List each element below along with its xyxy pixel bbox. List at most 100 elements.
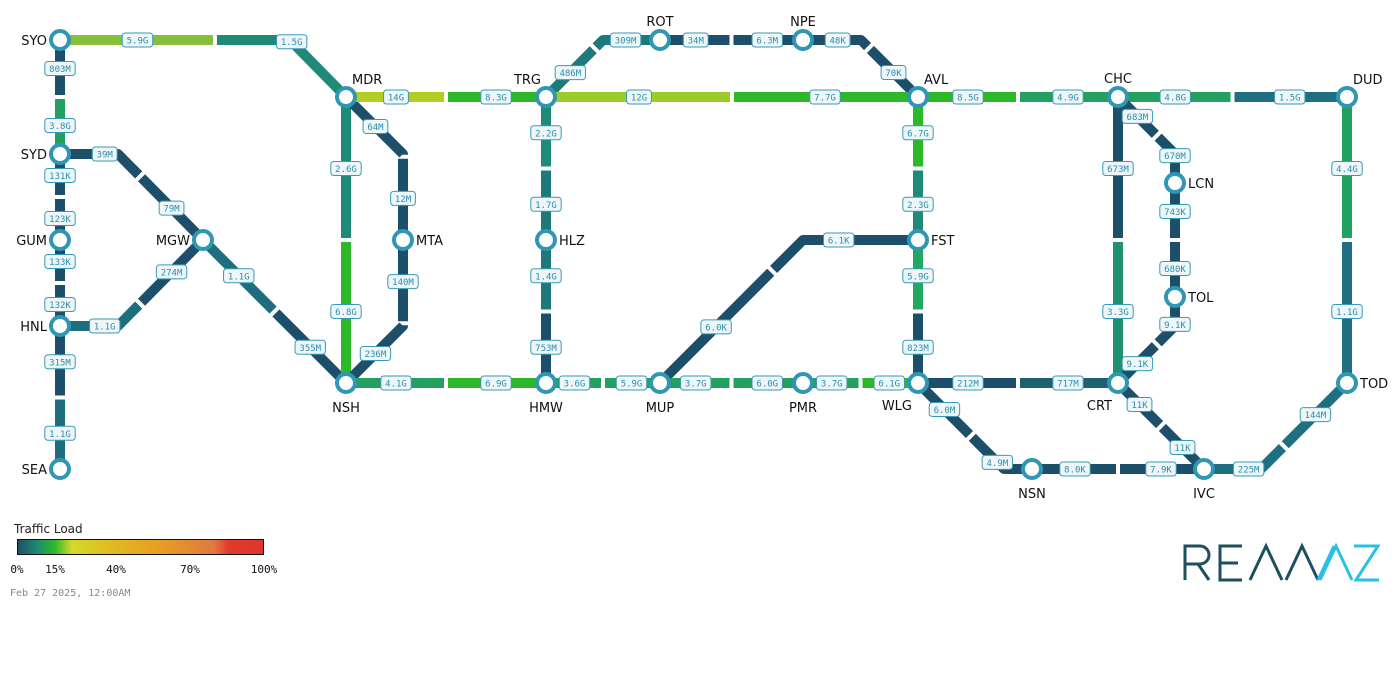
link-label: 803M (44, 61, 76, 76)
link-label: 717M (1052, 375, 1084, 391)
link-label-text: 4.4G (1336, 165, 1358, 175)
link-label-text: 4.1G (385, 380, 407, 390)
link-label: 79M (158, 200, 185, 216)
node-npe[interactable] (792, 29, 814, 51)
link-FST-MUP-ab[interactable] (770, 235, 918, 273)
link-label-text: 1.1G (94, 323, 116, 333)
node-label: SYD (21, 148, 47, 163)
link-label: 4.9M (981, 454, 1014, 470)
node-fst[interactable] (907, 229, 929, 251)
link-label-text: 140M (392, 278, 414, 288)
link-label-box (530, 125, 562, 141)
node-mup[interactable] (649, 372, 671, 394)
link-label-box (1159, 261, 1191, 276)
link-label-box (682, 32, 709, 48)
link-label-text: 11K (1174, 444, 1191, 454)
node-avl[interactable] (907, 86, 929, 108)
link-label: 133K (44, 254, 76, 269)
link-label-text: 6.9G (485, 380, 507, 390)
link-label: 5.9G (902, 268, 934, 284)
link-label-box (902, 125, 934, 141)
link-label-box (880, 64, 907, 80)
link-MTA-NSH-ba[interactable] (342, 321, 408, 387)
link-label-box (1159, 89, 1191, 105)
link-NPE-AVL-ab[interactable] (803, 35, 872, 51)
link-label-text: 4.9M (987, 459, 1009, 469)
link-label-box (1126, 397, 1153, 412)
node-mdr[interactable] (335, 86, 357, 108)
node-pmr[interactable] (792, 372, 814, 394)
node-tol[interactable] (1164, 286, 1186, 308)
link-label-text: 212M (957, 380, 979, 390)
node-sea[interactable] (49, 458, 71, 480)
link-label-box (700, 319, 732, 335)
link-label: 6.9G (480, 375, 512, 391)
link-label: 8.3G (480, 89, 512, 105)
node-hlz[interactable] (535, 229, 557, 251)
link-label-box (1331, 161, 1363, 176)
link-label-text: 3.3G (1107, 308, 1129, 318)
node-label: NSN (1018, 487, 1046, 502)
link-label: 64M (362, 118, 389, 134)
nodes-layer: SYO SYD GUM HNL SEA MGW MDR MTA NSH TRG HLZ HMW ROT N… (16, 15, 1388, 502)
link-label-box (928, 401, 961, 417)
link-label: 2.3G (902, 196, 934, 212)
node-gum[interactable] (49, 229, 71, 251)
node-label: AVL (924, 73, 949, 88)
link-label-box (89, 318, 121, 334)
node-label: MUP (646, 401, 675, 416)
link-label-box (383, 89, 409, 105)
link-label: 6.1G (873, 375, 905, 391)
node-chc[interactable] (1107, 86, 1129, 108)
node-label: NPE (790, 15, 816, 30)
node-mta[interactable] (392, 229, 414, 251)
link-label: 3.8G (44, 118, 76, 133)
reannz-logo (1183, 542, 1380, 582)
node-label: DUD (1353, 73, 1383, 88)
link-label-box (158, 200, 185, 216)
link-label-text: 48K (830, 37, 847, 47)
node-tod[interactable] (1336, 372, 1358, 394)
link-label-box (1121, 356, 1154, 372)
node-dud[interactable] (1336, 86, 1358, 108)
link-label: 5.9G (121, 32, 154, 48)
link-label: 670M (1159, 148, 1191, 164)
link-MDR-MTA-ab[interactable] (342, 93, 408, 159)
link-label: 1.1G (223, 268, 255, 284)
link-label: 315M (44, 354, 76, 370)
link-label-box (873, 375, 905, 391)
node-ivc[interactable] (1193, 458, 1215, 480)
link-label-text: 7.9K (1150, 466, 1172, 476)
link-label-box (44, 254, 76, 269)
node-nsn[interactable] (1021, 458, 1043, 480)
node-syo[interactable] (49, 29, 71, 51)
link-label-text: 7.7G (814, 94, 836, 104)
link-label-text: 144M (1305, 411, 1327, 421)
node-mgw[interactable] (192, 229, 214, 251)
link-label-box (558, 375, 591, 391)
node-rot[interactable] (649, 29, 671, 51)
node-wlg[interactable] (907, 372, 929, 394)
link-label-text: 673M (1107, 165, 1129, 175)
link-label-box (1331, 304, 1363, 319)
link-label-box (1052, 89, 1084, 105)
node-crt[interactable] (1107, 372, 1129, 394)
node-hmw[interactable] (535, 372, 557, 394)
link-label: 6.3M (751, 32, 783, 48)
link-label-text: 4.8G (1164, 94, 1186, 104)
link-label-box (44, 118, 76, 133)
link-label-text: 70K (885, 69, 902, 79)
node-nsh[interactable] (335, 372, 357, 394)
link-label-text: 670M (1164, 152, 1186, 162)
link-label-text: 1.1G (228, 272, 250, 282)
node-hnl[interactable] (49, 315, 71, 337)
link-label-text: 6.8G (335, 308, 357, 318)
node-lcn[interactable] (1164, 172, 1186, 194)
node-trg[interactable] (535, 86, 557, 108)
link-label-box (1232, 461, 1265, 477)
link-label-box (530, 339, 562, 355)
link-label-text: 1.5G (281, 38, 303, 48)
link-SYD-MGW-ab[interactable] (60, 149, 143, 179)
node-syd[interactable] (49, 143, 71, 165)
link-label-box (615, 375, 648, 391)
